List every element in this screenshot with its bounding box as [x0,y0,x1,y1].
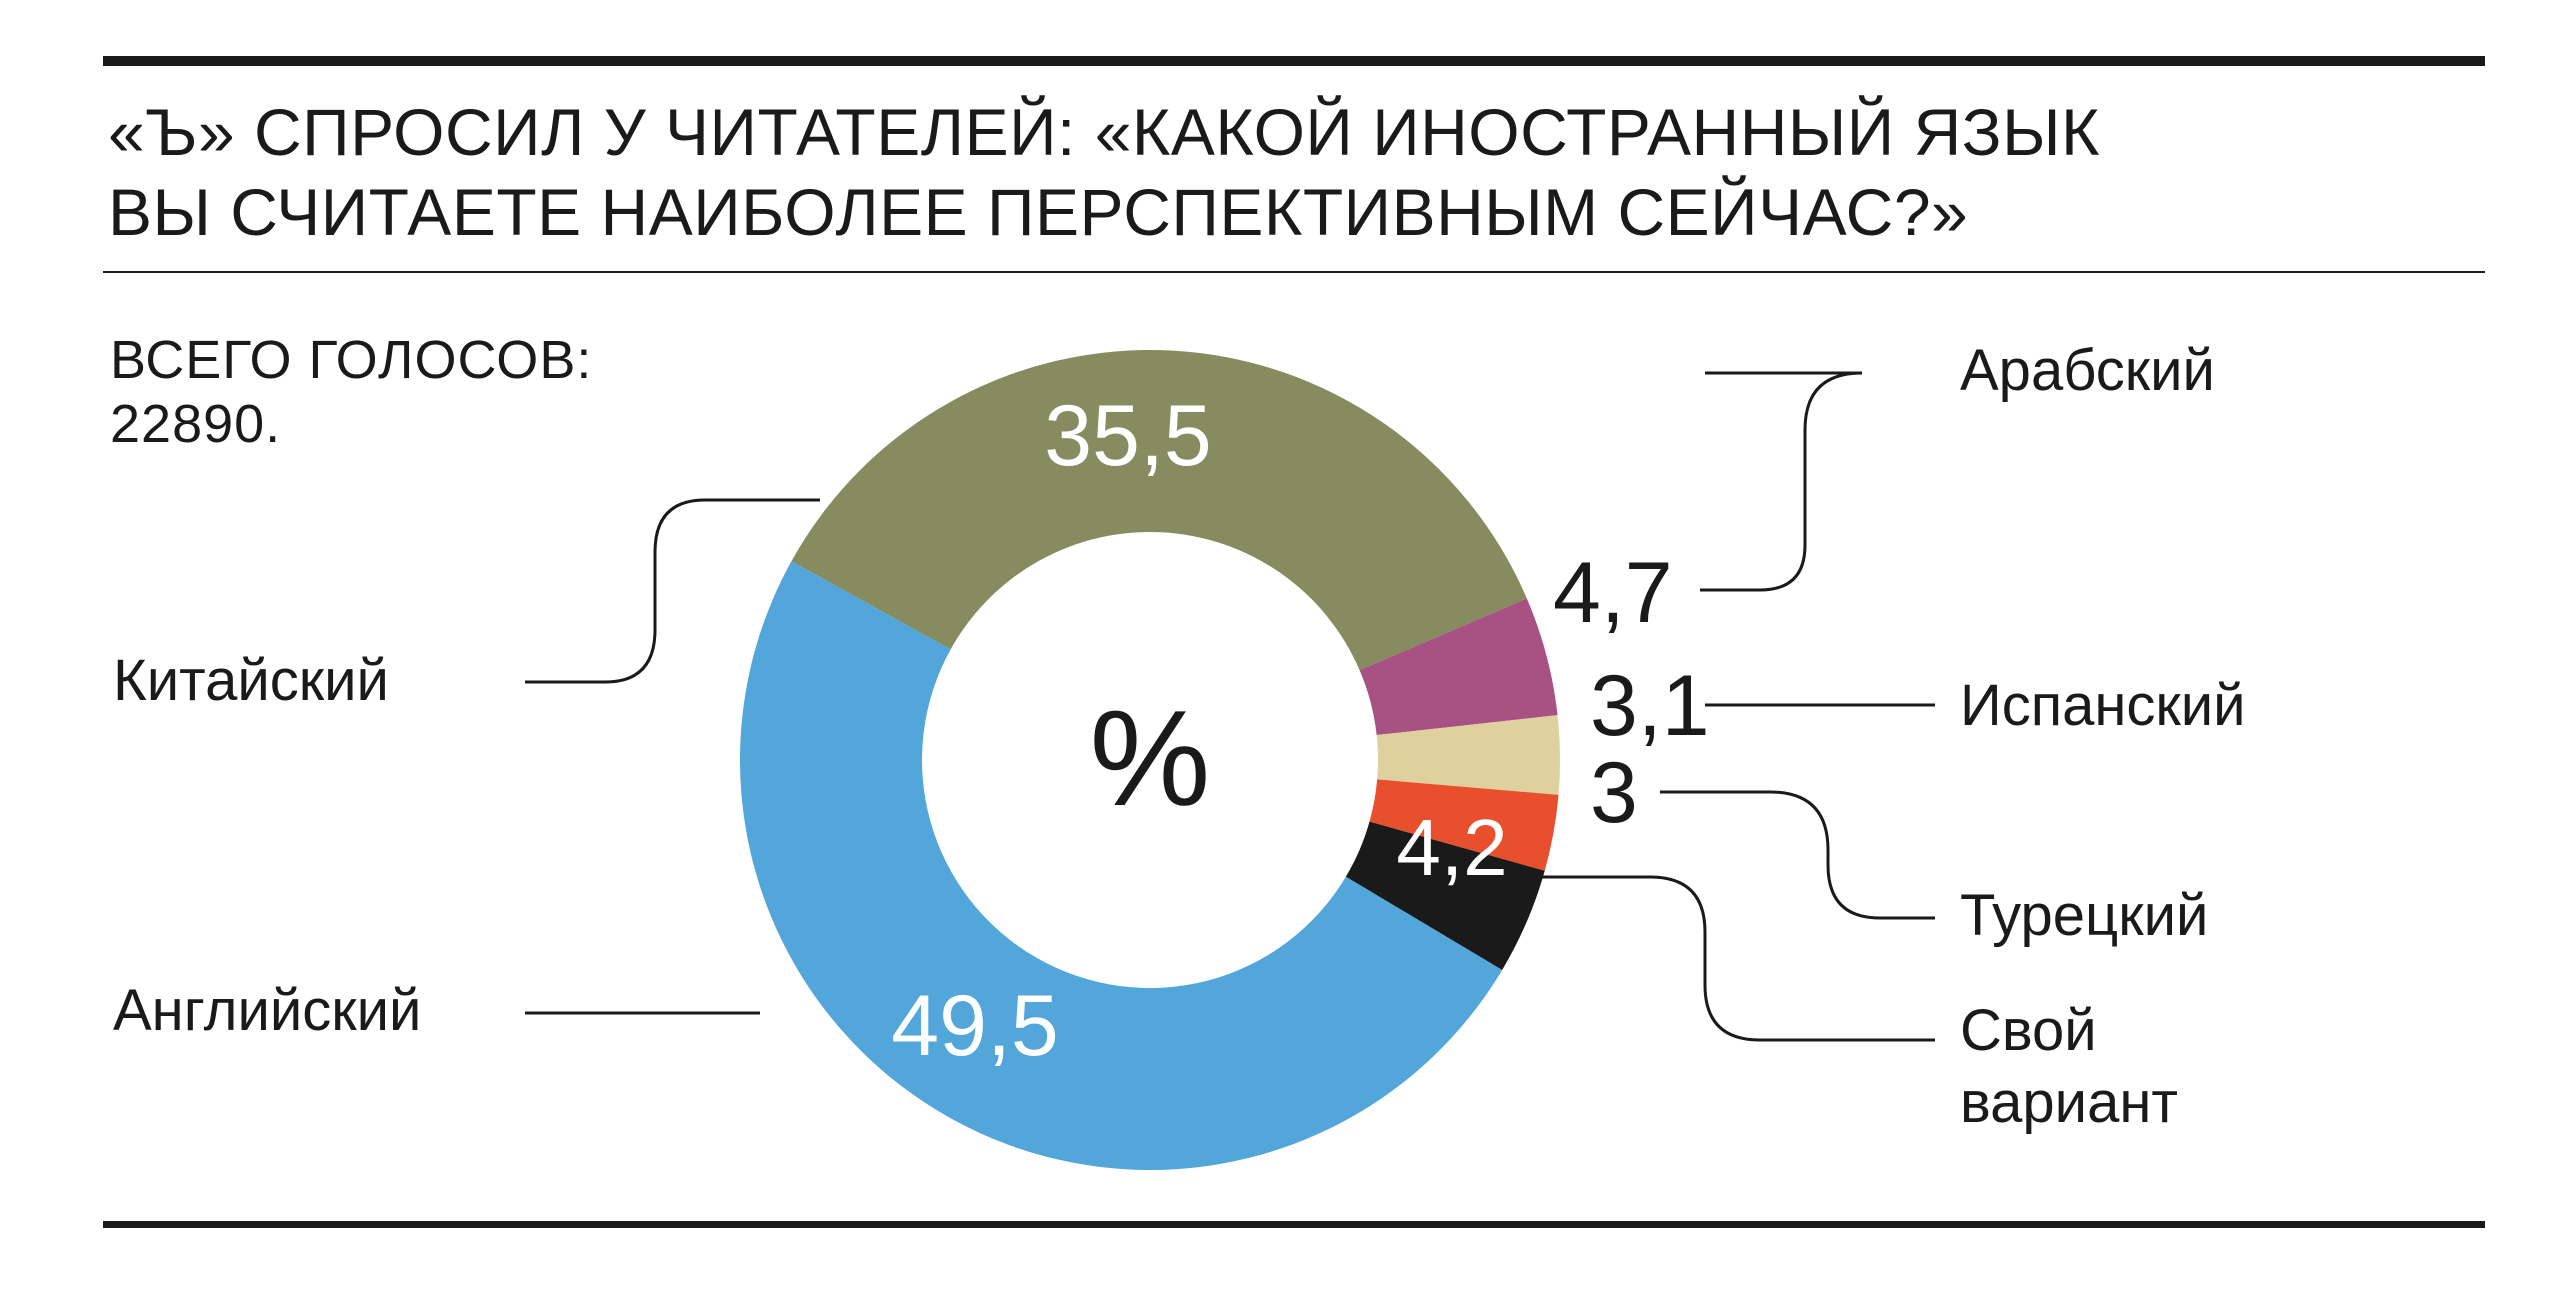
value-label-arabic: 4,7 [1553,545,1673,641]
slice-chinese [791,350,1527,671]
value-label-chinese: 35,5 [1044,388,1211,484]
center-unit-label: % [1090,682,1211,834]
slice-english [740,561,1503,1170]
top-rule [103,56,2485,66]
leader-chinese [525,498,820,684]
slice-arabic [1359,598,1558,736]
total-votes-value: 22890. [110,394,282,454]
category-label-spanish: Испанский [1960,673,2246,738]
leader-turkish [1660,790,1935,920]
slice-spanish [1376,715,1560,795]
donut-slices [740,350,1560,1170]
chart-title: «Ъ» СПРОСИЛ У ЧИТАТЕЛЕЙ: «КАКОЙ ИНОСТРАН… [108,92,2100,252]
value-label-english: 49,5 [891,978,1058,1074]
title-divider [103,271,2485,273]
category-label-turkish: Турецкий [1960,883,2208,948]
value-label-own-variant: 4,2 [1396,803,1507,892]
leader-arabic [1700,371,1863,592]
title-line-1: «Ъ» СПРОСИЛ У ЧИТАТЕЛЕЙ: «КАКОЙ ИНОСТРАН… [108,95,2100,169]
category-label-english: Английский [113,978,421,1043]
value-label-spanish: 3,1 [1590,658,1710,754]
category-label-chinese: Китайский [113,648,389,713]
bottom-rule [103,1221,2485,1228]
category-label-own-variant-line-1: Свой [1960,998,2097,1063]
total-votes-label: ВСЕГО ГОЛОСОВ: [110,330,593,390]
leader-own-variant [1540,875,1935,1042]
title-line-2: ВЫ СЧИТАЕТЕ НАИБОЛЕЕ ПЕРСПЕКТИВНЫМ СЕЙЧА… [108,175,1969,249]
leader-lines [525,371,1935,1042]
total-votes: ВСЕГО ГОЛОСОВ: 22890. [110,328,592,456]
slice-own-variant [1345,821,1545,970]
slice-turkish [1369,779,1559,871]
chart-labels: 35,5 Китайский 4,7 Арабский 3,1 Испанский 3 Тур… [113,338,2246,1135]
category-label-arabic: Арабский [1960,338,2215,403]
category-label-own-variant-line-2: вариант [1960,1070,2178,1135]
value-label-turkish: 3 [1590,745,1638,841]
